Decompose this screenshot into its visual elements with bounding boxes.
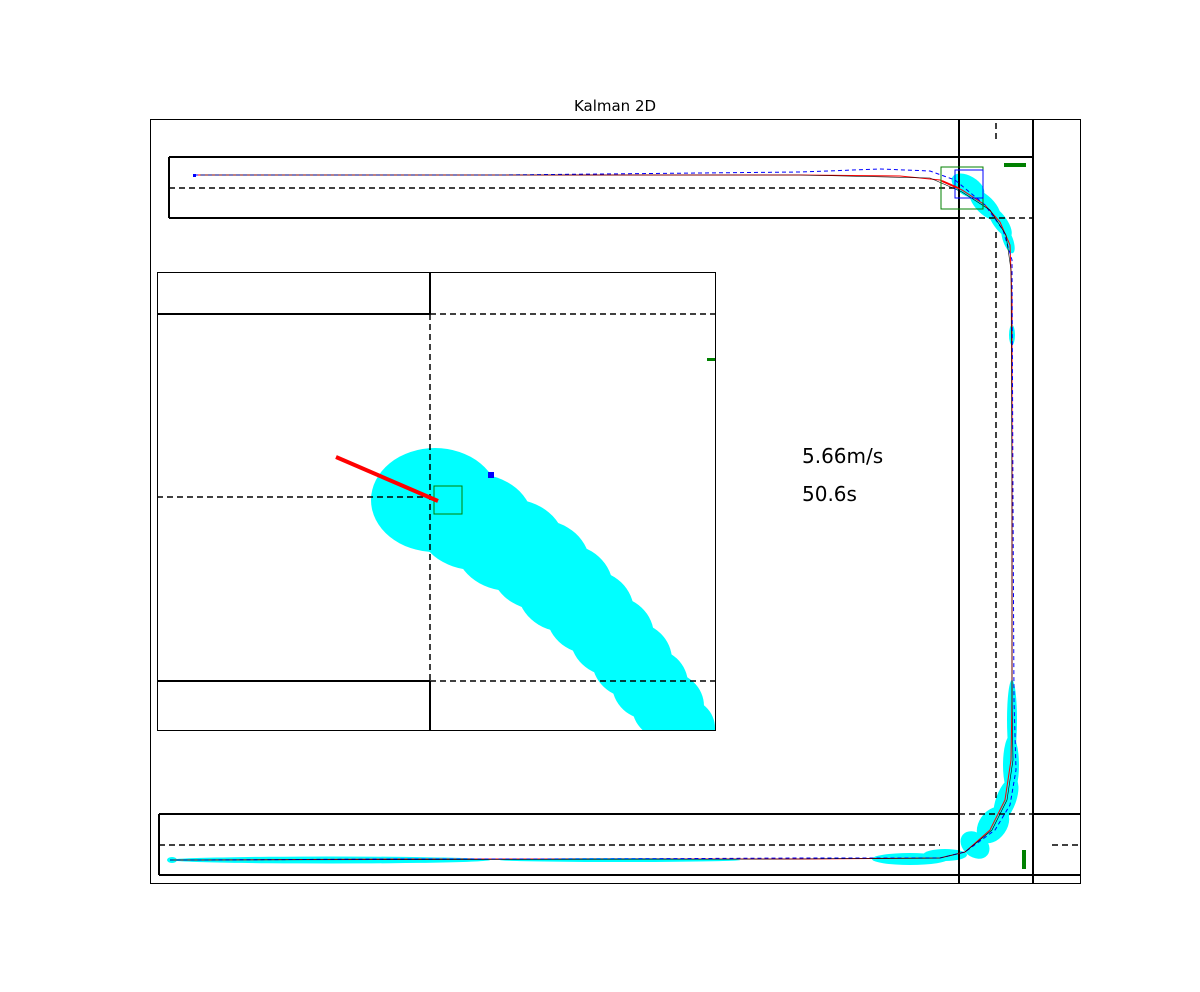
landmark-top: [1004, 163, 1026, 167]
road-right: [958, 119, 1034, 883]
series-thin-line-2: [169, 174, 1014, 861]
series-dashed-line-1: [170, 168, 1017, 861]
heading-line-main: [941, 180, 959, 189]
road-top: [168, 156, 1033, 219]
inset-measurement: [488, 472, 494, 478]
inset-uncertainty: [371, 448, 715, 730]
inset-axes-frame: [157, 272, 716, 731]
inset-plot: [157, 272, 715, 730]
vehicle-box-blue: [954, 169, 984, 199]
inset-heading-line: [335, 455, 439, 503]
road-bottom: [158, 813, 1080, 876]
landmark-bottom: [1022, 850, 1026, 869]
inset-landmark: [707, 358, 715, 361]
time-readout: 50.6s: [802, 482, 857, 506]
start-marker: [193, 174, 196, 177]
main-axes-frame: [150, 119, 1081, 884]
chart-title: Kalman 2D: [574, 97, 656, 115]
speed-readout: 5.66m/s: [802, 444, 883, 468]
trajectories: [169, 168, 1017, 861]
main-plot: 5.66m/s 50.6s: [158, 119, 1080, 883]
